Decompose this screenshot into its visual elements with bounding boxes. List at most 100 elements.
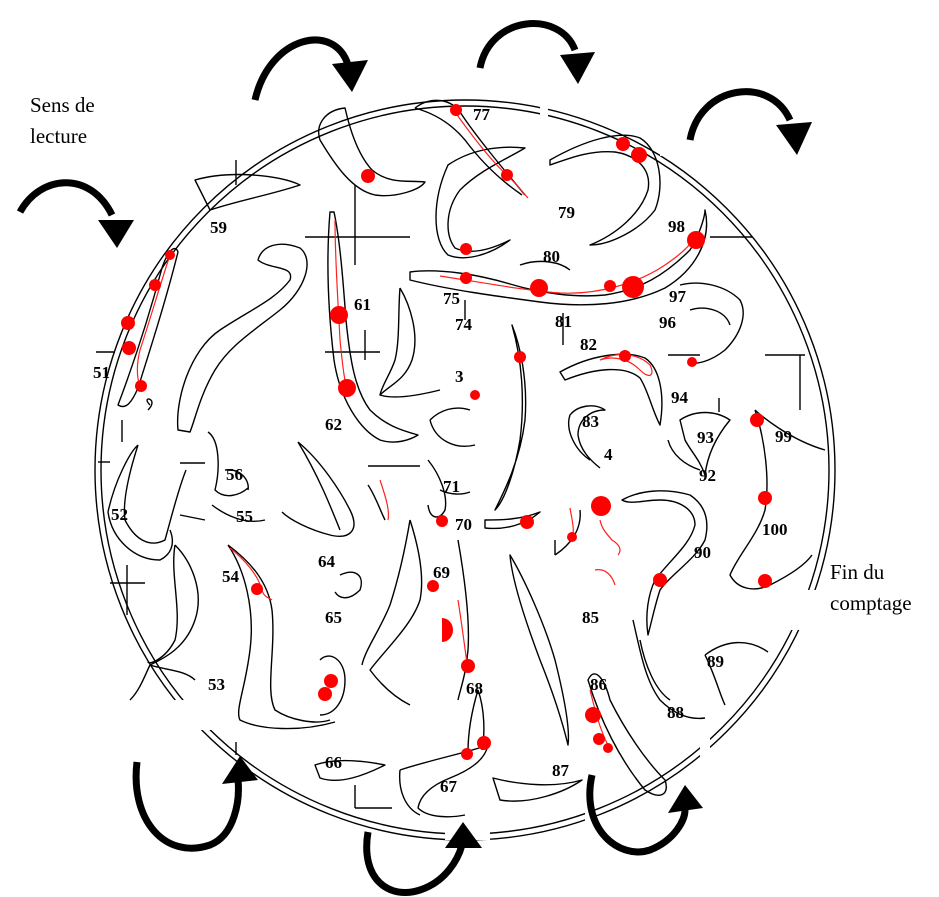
- cell-outline: [379, 287, 441, 398]
- cell-number-label: 70: [455, 515, 472, 534]
- cell-number-label: 56: [226, 465, 243, 484]
- red-marker: [361, 169, 375, 183]
- cell-outline: [367, 484, 386, 521]
- marker-layer: [121, 104, 772, 760]
- cell-outline: [334, 571, 362, 599]
- red-marker: [338, 379, 356, 397]
- red-marker: [567, 532, 577, 542]
- cell-number-label: 3: [455, 367, 464, 386]
- cell-outline: [227, 544, 336, 730]
- cell-number-label: 4: [604, 445, 613, 464]
- red-marker: [758, 491, 772, 505]
- red-marker: [461, 748, 473, 760]
- cell-number-label: 75: [443, 289, 460, 308]
- cell-outline: [117, 247, 179, 408]
- cell-number-label: 65: [325, 608, 342, 627]
- cell-number-label: 82: [580, 335, 597, 354]
- crosshair-icon: [354, 785, 392, 809]
- cell-outline: [509, 554, 570, 746]
- red-marker: [604, 280, 616, 292]
- cell-outline: [519, 260, 571, 271]
- cell-number-label: 64: [318, 552, 336, 571]
- crosshair-marks: [96, 160, 805, 809]
- red-marker: [603, 743, 613, 753]
- cell-number-label: 62: [325, 415, 342, 434]
- cell-number-label: 51: [93, 363, 110, 382]
- cell-outline: [281, 441, 355, 537]
- red-trail: [136, 254, 171, 389]
- cell-outline: [484, 511, 541, 530]
- red-marker: [591, 496, 611, 516]
- cell-number-label: 59: [210, 218, 227, 237]
- cell-outline: [559, 353, 663, 426]
- crosshair-icon: [325, 330, 380, 360]
- red-marker: [318, 687, 332, 701]
- cell-outline: [147, 544, 199, 681]
- red-marker: [165, 250, 175, 260]
- cell-number-label: 68: [466, 679, 483, 698]
- red-marker: [585, 707, 601, 723]
- red-marker: [593, 733, 605, 745]
- cell-number-label: 87: [552, 761, 570, 780]
- red-marker: [460, 243, 472, 255]
- cell-outline: [176, 243, 308, 433]
- red-marker: [461, 659, 475, 673]
- red-marker: [750, 413, 764, 427]
- red-marker: [427, 580, 439, 592]
- red-marker: [501, 169, 513, 181]
- red-marker: [687, 231, 705, 249]
- cell-number-label: 89: [707, 652, 724, 671]
- cell-outline: [129, 664, 151, 701]
- red-trail: [379, 479, 390, 521]
- cell-number-label: 52: [111, 505, 128, 524]
- red-marker: [122, 341, 136, 355]
- crosshair-icon: [110, 565, 145, 615]
- cell-number-label: 61: [354, 295, 371, 314]
- red-marker: [653, 573, 667, 587]
- cell-outline: [729, 409, 826, 590]
- end-of-count-caption: Fin du comptage: [830, 560, 912, 615]
- curved-arrow-icon: [476, 20, 595, 84]
- reading-direction-caption: Sens de lecture: [30, 93, 95, 148]
- red-marker: [477, 736, 491, 750]
- red-marker: [330, 306, 348, 324]
- cell-outlines: [107, 99, 826, 818]
- cell-outline: [679, 411, 731, 476]
- cell-outline: [319, 655, 346, 716]
- cell-outline: [679, 282, 744, 364]
- red-marker: [622, 276, 644, 298]
- cell-labels: 51 52 53 54 55 56 59 61 62 64 65 66 67 6…: [93, 105, 792, 796]
- cell-number-label: 99: [775, 427, 792, 446]
- curved-arrow-icon: [363, 822, 482, 896]
- cell-number-label: 85: [582, 608, 599, 627]
- cell-number-label: 74: [455, 315, 473, 334]
- curved-arrow-icon: [132, 756, 258, 852]
- red-marker: [436, 515, 448, 527]
- red-marker: [149, 279, 161, 291]
- cell-outline: [494, 324, 527, 511]
- red-marker: [442, 618, 453, 642]
- cell-outline: [621, 490, 708, 636]
- cell-number-label: 69: [433, 563, 450, 582]
- cell-number-label: 97: [669, 287, 687, 306]
- cell-outline: [194, 173, 301, 211]
- red-trail: [594, 569, 616, 586]
- cell-outline: [457, 539, 470, 701]
- cell-number-label: 86: [590, 675, 607, 694]
- cell-number-label: 71: [443, 477, 460, 496]
- cell-number-label: 100: [762, 520, 788, 539]
- cell-number-label: 79: [558, 203, 575, 222]
- cell-number-label: 80: [543, 247, 560, 266]
- cell-outline: [427, 459, 471, 518]
- red-marker: [758, 574, 772, 588]
- cell-outline: [107, 444, 187, 561]
- red-marker: [324, 674, 338, 688]
- cell-outline: [549, 134, 661, 246]
- field-gaps: [150, 92, 830, 840]
- red-marker: [460, 272, 472, 284]
- cell-number-label: 53: [208, 675, 225, 694]
- cell-number-label: 77: [473, 105, 491, 124]
- crosshair-icon: [668, 354, 805, 410]
